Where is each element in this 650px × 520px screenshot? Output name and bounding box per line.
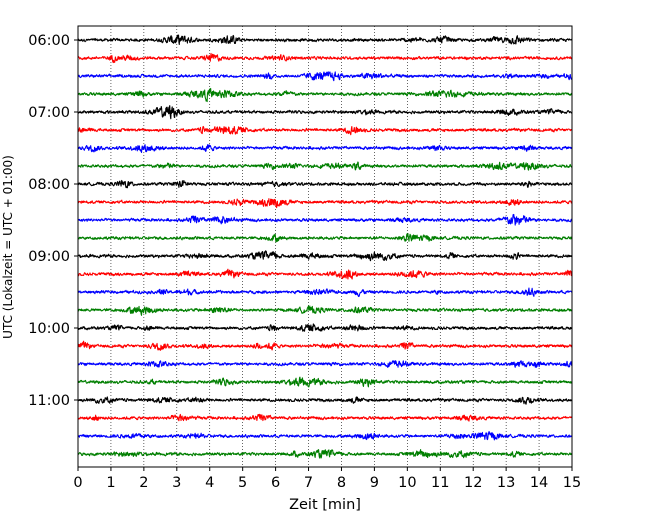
x-tick-label: 14 bbox=[530, 475, 548, 491]
trace-line bbox=[77, 340, 573, 351]
trace-line bbox=[77, 323, 573, 332]
trace-line bbox=[77, 396, 573, 405]
x-tick-label: 8 bbox=[337, 475, 346, 491]
x-tick-label: 0 bbox=[73, 475, 82, 491]
x-tick-label: 12 bbox=[464, 475, 482, 491]
trace-line bbox=[77, 213, 573, 226]
trace-line bbox=[77, 376, 573, 388]
trace-line bbox=[77, 287, 573, 298]
trace-line bbox=[77, 305, 573, 316]
y-tick-label: 11:00 bbox=[28, 393, 70, 409]
x-tick-label: 15 bbox=[563, 475, 581, 491]
plot-frame bbox=[77, 25, 573, 468]
x-axis-label: Zeit [min] bbox=[289, 497, 361, 513]
trace-line bbox=[77, 268, 573, 280]
x-tick-label: 13 bbox=[497, 475, 515, 491]
trace-line bbox=[77, 413, 573, 422]
trace-line bbox=[77, 71, 573, 82]
trace-line bbox=[77, 250, 573, 262]
seismogram-traces bbox=[77, 34, 573, 459]
x-tick-label: 1 bbox=[106, 475, 115, 491]
trace-line bbox=[77, 87, 573, 103]
y-tick-label: 08:00 bbox=[28, 177, 70, 193]
trace-line bbox=[77, 161, 573, 171]
x-tick-label: 5 bbox=[238, 475, 247, 491]
trace-line bbox=[77, 125, 573, 136]
trace-line bbox=[77, 179, 573, 189]
x-tick-label: 2 bbox=[139, 475, 148, 491]
trace-line bbox=[77, 360, 573, 369]
trace-line bbox=[77, 430, 573, 441]
y-tick-label: 10:00 bbox=[28, 321, 70, 337]
x-tick-label: 4 bbox=[205, 475, 214, 491]
trace-line bbox=[77, 105, 573, 120]
trace-line bbox=[77, 52, 573, 64]
y-tick-label: 09:00 bbox=[28, 249, 70, 265]
x-tick-label: 9 bbox=[370, 475, 379, 491]
y-axis-label: UTC (Lokalzeit = UTC + 01:00) bbox=[1, 155, 15, 339]
x-axis-ticks: 0 1 2 3 4 5 6 7 8 9 10 11 12 13 14 15 bbox=[73, 467, 581, 491]
trace-line bbox=[77, 198, 573, 209]
x-tick-label: 10 bbox=[398, 475, 416, 491]
x-tick-label: 7 bbox=[304, 475, 313, 491]
y-tick-label: 07:00 bbox=[28, 105, 70, 121]
trace-line bbox=[77, 34, 573, 45]
x-tick-label: 11 bbox=[431, 475, 449, 491]
x-tick-label: 6 bbox=[271, 475, 280, 491]
trace-line bbox=[77, 449, 573, 459]
trace-line bbox=[77, 144, 573, 153]
trace-line bbox=[77, 232, 573, 243]
y-axis-ticks: 06:00 07:00 08:00 09:00 10:00 11:00 bbox=[28, 33, 78, 409]
x-tick-label: 3 bbox=[172, 475, 181, 491]
y-tick-label: 06:00 bbox=[28, 33, 70, 49]
